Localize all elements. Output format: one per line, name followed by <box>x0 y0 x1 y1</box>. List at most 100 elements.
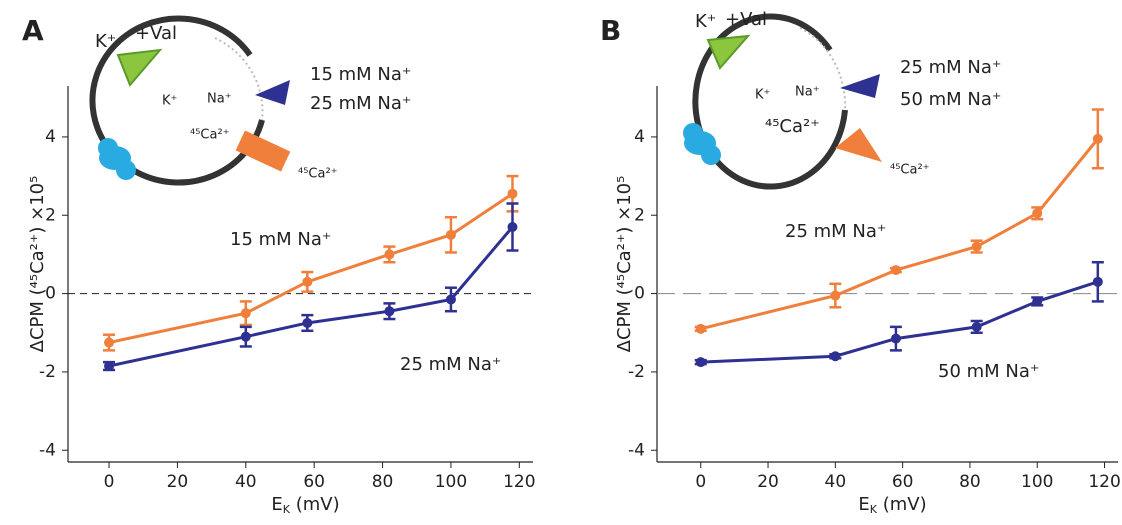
series-line <box>108 192 514 345</box>
x-label-main: E <box>271 494 282 515</box>
y-tick-label: 2 <box>634 205 645 225</box>
data-point <box>890 333 901 344</box>
x-label-sub: K <box>870 503 878 516</box>
x-label-main: E <box>858 494 869 515</box>
x-label-sub: K <box>283 503 291 516</box>
y-tick-label: -2 <box>39 362 56 382</box>
vesicle-edge <box>214 37 264 121</box>
data-point <box>302 276 313 287</box>
x-tick-label: 100 <box>435 472 467 492</box>
valinomycin <box>706 34 751 70</box>
exchanger <box>98 138 118 158</box>
diagram-label: ⁴⁵Ca²⁺ <box>765 116 820 137</box>
data-point <box>104 337 115 348</box>
data-point <box>240 308 251 319</box>
data-point <box>695 357 706 368</box>
y-axis-label: ΔCPM (⁴⁵Ca²⁺) ×10⁵ <box>614 176 635 353</box>
y-tick-label: 0 <box>45 284 56 304</box>
series-label: 25 mM Na⁺ <box>900 57 1001 78</box>
diagram-label: +Val <box>725 9 767 30</box>
y-tick-label: -4 <box>39 440 56 460</box>
valinomycin <box>116 48 163 87</box>
data-point <box>240 331 251 342</box>
vesicle <box>89 15 265 186</box>
ca-block <box>235 130 291 172</box>
x-tick-label: 100 <box>1021 472 1053 492</box>
diagram-b <box>683 13 882 190</box>
data-point <box>1032 296 1043 307</box>
data-point <box>445 294 456 305</box>
diagram-label: K⁺ <box>162 94 177 109</box>
data-point <box>507 222 518 232</box>
series-label: 15 mM Na⁺ <box>310 64 411 85</box>
y-tick-label: 4 <box>634 127 645 147</box>
series-label: 25 mM Na⁺ <box>785 221 886 242</box>
ca-arrow <box>835 128 882 162</box>
x-label-rest: (mV) <box>877 494 927 515</box>
diagram-label: ⁴⁵Ca²⁺ <box>190 128 230 143</box>
series-line <box>108 226 514 368</box>
diagram-label: K⁺ <box>695 11 716 32</box>
x-tick-label: 40 <box>825 472 847 492</box>
exchanger <box>683 123 703 143</box>
data-point <box>695 323 706 334</box>
data-point <box>830 351 841 362</box>
x-tick-label: 80 <box>372 472 394 492</box>
data-point <box>890 265 901 276</box>
diagram-label: Na⁺ <box>795 85 820 100</box>
diagram-label: Na⁺ <box>207 92 232 107</box>
y-tick-label: -2 <box>628 362 645 382</box>
series-label: 25 mM Na⁺ <box>400 354 501 375</box>
x-label-rest: (mV) <box>290 494 340 515</box>
x-tick-label: 80 <box>959 472 981 492</box>
data-point <box>971 241 982 252</box>
x-tick-label: 20 <box>757 472 779 492</box>
panel-label: A <box>22 14 44 47</box>
series-label: 50 mM Na⁺ <box>938 361 1039 382</box>
exchanger <box>116 160 136 180</box>
x-tick-label: 0 <box>104 472 115 492</box>
series-line <box>700 280 1099 364</box>
series-line <box>700 137 1099 331</box>
series-label: 25 mM Na⁺ <box>310 93 411 114</box>
data-point <box>830 290 841 301</box>
diagram-label: +Val <box>135 23 177 44</box>
x-tick-label: 60 <box>303 472 325 492</box>
diagram-label: ⁴⁵Ca²⁺ <box>298 167 338 182</box>
data-point <box>384 306 395 317</box>
na-arrow <box>840 74 880 98</box>
x-axis-label: EK (mV) <box>858 494 926 516</box>
x-tick-label: 40 <box>235 472 257 492</box>
x-tick-label: 120 <box>1088 472 1120 492</box>
diagram-label: ⁴⁵Ca²⁺ <box>890 163 930 178</box>
data-point <box>507 188 518 199</box>
data-point <box>384 249 395 260</box>
data-point <box>1092 133 1103 144</box>
x-axis-label: EK (mV) <box>271 494 339 516</box>
y-tick-label: 0 <box>634 284 645 304</box>
diagram-label: K⁺ <box>755 88 770 103</box>
exchanger <box>701 145 721 165</box>
na-arrow <box>255 80 290 105</box>
y-tick-label: 2 <box>45 205 56 225</box>
data-point <box>1092 276 1103 287</box>
x-tick-label: 20 <box>167 472 189 492</box>
data-point <box>302 317 313 328</box>
series-label: 15 mM Na⁺ <box>230 229 331 250</box>
data-point <box>104 361 115 372</box>
y-tick-label: 4 <box>45 127 56 147</box>
series-label: 50 mM Na⁺ <box>900 89 1001 110</box>
x-tick-label: 120 <box>503 472 535 492</box>
x-tick-label: 0 <box>695 472 706 492</box>
panel-label: B <box>600 14 621 47</box>
x-tick-label: 60 <box>892 472 914 492</box>
data-point <box>445 229 456 240</box>
data-point <box>1032 208 1043 219</box>
diagram-a <box>89 15 291 186</box>
y-axis-label: ΔCPM (⁴⁵Ca²⁺) ×10⁵ <box>27 176 48 353</box>
diagram-label: K⁺ <box>95 31 116 52</box>
data-point <box>971 321 982 332</box>
y-tick-label: -4 <box>628 440 645 460</box>
vesicle-edge <box>799 27 847 111</box>
